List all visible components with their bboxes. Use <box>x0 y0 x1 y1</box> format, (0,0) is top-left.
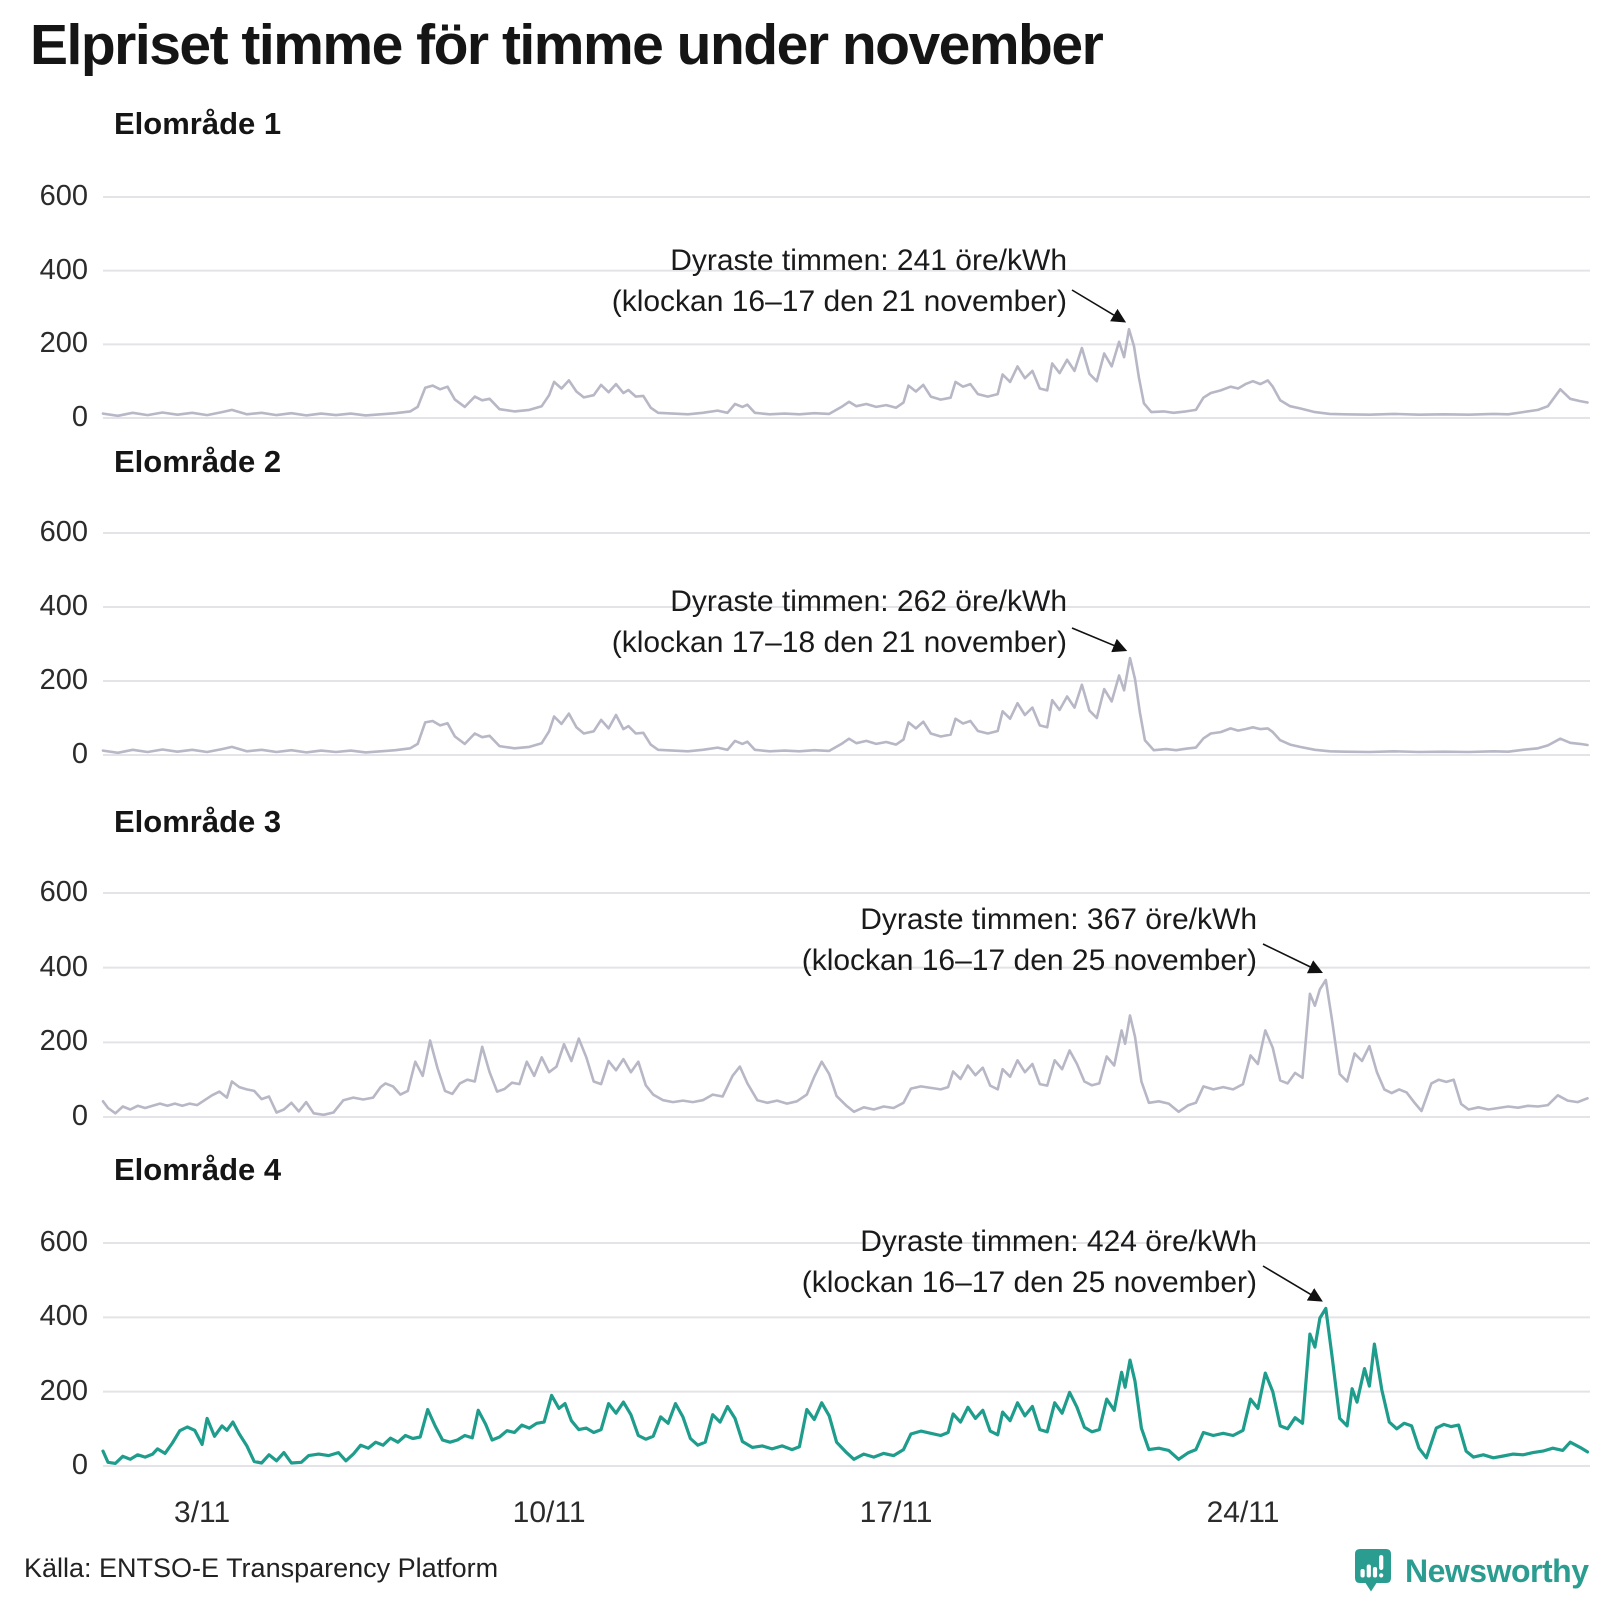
chart-2-annotation: Dyraste timmen: 262 öre/kWh (klockan 17–… <box>612 581 1067 663</box>
page-title: Elpriset timme för timme under november <box>30 13 1104 77</box>
x-axis-tick-label: 24/11 <box>1206 1496 1280 1529</box>
annotation-arrow <box>1071 289 1127 323</box>
gridlines-layer <box>103 196 1590 1467</box>
y-axis-tick-label: 400 <box>39 950 88 983</box>
y-axis-tick-label: 0 <box>71 400 88 433</box>
annotation-arrow <box>1262 943 1323 974</box>
chart-2-title: Elområde 2 <box>114 444 282 479</box>
annotation-line-2: (klockan 17–18 den 21 november) <box>611 626 1067 659</box>
annotation-arrow <box>1262 1265 1323 1302</box>
y-axis-tick-label: 200 <box>39 1025 88 1058</box>
annotation-arrows-layer <box>1071 289 1323 1302</box>
annotation-line-2: (klockan 16–17 den 25 november) <box>801 944 1257 977</box>
x-axis-tick-label: 10/11 <box>512 1496 586 1529</box>
y-axis-tick-label: 200 <box>39 1374 88 1407</box>
chart-3-title: Elområde 3 <box>114 804 282 839</box>
series-layer <box>101 327 1590 1466</box>
source-note: Källa: ENTSO-E Transparency Platform <box>24 1553 499 1583</box>
price-line-elområde-1 <box>101 327 1589 418</box>
y-axis-tick-label: 0 <box>71 737 88 770</box>
chart-4-annotation: Dyraste timmen: 424 öre/kWh (klockan 16–… <box>802 1221 1257 1303</box>
chart-3-annotation: Dyraste timmen: 367 öre/kWh (klockan 16–… <box>802 899 1257 981</box>
annotation-line-1: Dyraste timmen: 424 öre/kWh <box>860 1225 1257 1258</box>
annotation-line-1: Dyraste timmen: 367 öre/kWh <box>860 903 1257 936</box>
newsworthy-logo-text: Newsworthy <box>1405 1553 1589 1589</box>
chart-4-title: Elområde 4 <box>114 1152 282 1187</box>
annotation-line-1: Dyraste timmen: 241 öre/kWh <box>670 244 1067 277</box>
y-axis-tick-label: 400 <box>39 589 88 622</box>
y-axis-tick-label: 0 <box>71 1448 88 1481</box>
y-axis-tick-label: 0 <box>71 1099 88 1132</box>
y-axis-tick-label: 600 <box>39 515 88 548</box>
y-axis-tick-label: 200 <box>39 663 88 696</box>
x-axis-tick-label: 3/11 <box>174 1496 231 1529</box>
annotation-line-1: Dyraste timmen: 262 öre/kWh <box>670 585 1067 618</box>
annotation-arrow <box>1071 627 1128 653</box>
y-axis-tick-label: 400 <box>39 1300 88 1333</box>
chart-1-annotation: Dyraste timmen: 241 öre/kWh (klockan 16–… <box>612 240 1067 322</box>
chart-1-title: Elområde 1 <box>114 106 282 141</box>
y-axis-tick-label: 600 <box>39 1225 88 1258</box>
newsworthy-bubble-chart-icon <box>1354 1548 1392 1595</box>
x-axis-tick-label: 17/11 <box>859 1496 933 1529</box>
price-line-elområde-4 <box>101 1306 1590 1466</box>
y-axis-tick-label: 200 <box>39 327 88 360</box>
y-axis-tick-label: 400 <box>39 253 88 286</box>
y-axis-tick-label: 600 <box>39 875 88 908</box>
y-axis-tick-label: 600 <box>39 179 88 212</box>
newsworthy-logo: Newsworthy <box>1354 1548 1589 1595</box>
annotation-line-2: (klockan 16–17 den 21 november) <box>611 285 1067 318</box>
price-line-elområde-2 <box>101 656 1589 755</box>
annotation-line-2: (klockan 16–17 den 25 november) <box>801 1266 1257 1299</box>
price-line-elområde-3 <box>101 978 1589 1117</box>
